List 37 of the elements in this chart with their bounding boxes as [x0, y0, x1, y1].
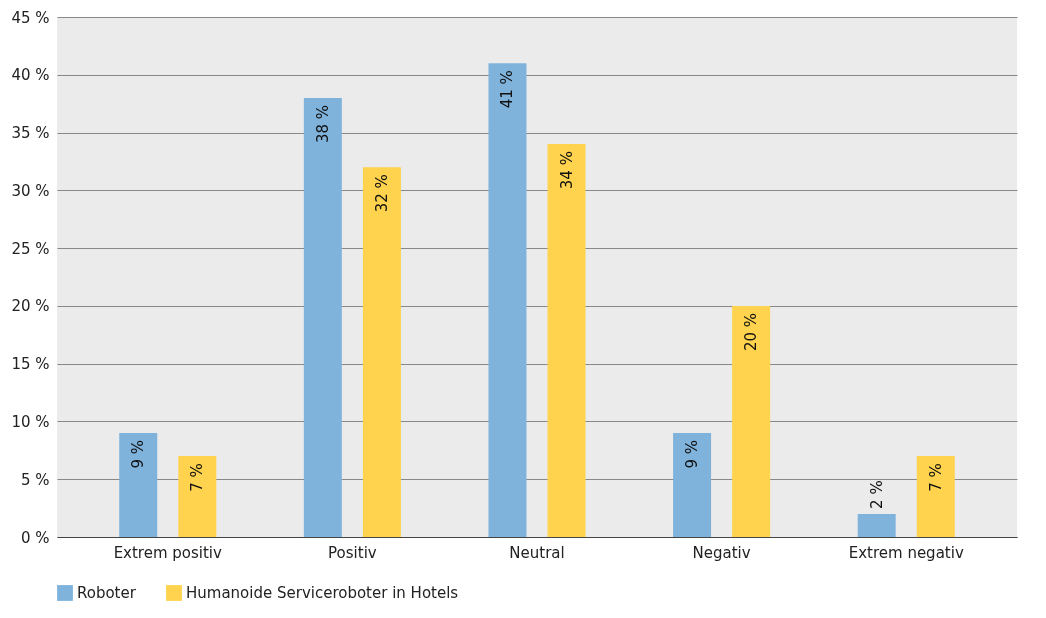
- data-label: 20 %: [742, 312, 761, 351]
- data-label: 7 %: [188, 463, 207, 492]
- bar: [488, 63, 527, 537]
- bar: [732, 305, 771, 537]
- y-tick-label: 45 %: [11, 8, 50, 27]
- y-tick-label: 15 %: [11, 355, 50, 374]
- bar: [362, 167, 401, 537]
- bar: [178, 456, 217, 537]
- y-tick-label: 0 %: [20, 528, 50, 547]
- bar: [303, 97, 342, 537]
- y-tick-label: 30 %: [11, 181, 50, 200]
- legend-label: Humanoide Serviceroboter in Hotels: [186, 584, 459, 602]
- y-tick-label: 35 %: [11, 124, 50, 143]
- bar: [119, 433, 158, 537]
- data-label: 34 %: [557, 151, 576, 190]
- bar: [857, 513, 896, 537]
- bar: [547, 144, 586, 537]
- y-tick-label: 10 %: [11, 412, 50, 431]
- x-tick-label: Neutral: [509, 543, 565, 562]
- y-tick-label: 25 %: [11, 239, 50, 258]
- x-tick-label: Extrem positiv: [113, 543, 223, 562]
- data-label: 2 %: [867, 480, 886, 509]
- data-label: 32 %: [372, 174, 391, 213]
- y-tick-label: 5 %: [20, 470, 50, 489]
- data-label: 38 %: [313, 104, 332, 143]
- legend-label: Roboter: [77, 584, 137, 602]
- bar: [673, 433, 712, 537]
- data-label: 9 %: [683, 440, 702, 469]
- bar: [916, 456, 955, 537]
- y-tick-label: 40 %: [11, 66, 50, 85]
- data-label: 41 %: [498, 70, 517, 109]
- y-tick-label: 20 %: [11, 297, 50, 316]
- x-tick-label: Extrem negativ: [848, 543, 964, 562]
- x-tick-label: Negativ: [692, 543, 751, 562]
- x-tick-label: Positiv: [328, 543, 377, 562]
- data-label: 9 %: [129, 440, 148, 469]
- data-label: 7 %: [926, 463, 945, 492]
